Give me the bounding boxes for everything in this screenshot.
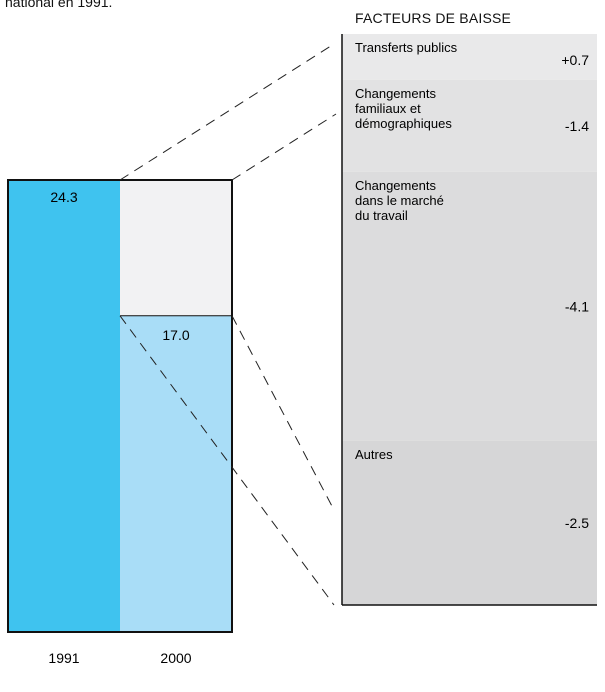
breakdown-title: FACTEURS DE BAISSE: [355, 10, 512, 26]
bar-value-1991: 24.3: [50, 189, 77, 205]
breakdown-label-3-line-1: Changements: [355, 178, 436, 193]
breakdown-value-2: -1.4: [565, 118, 589, 134]
breakdown-label-3-line-3: du travail: [355, 208, 408, 223]
breakdown-label-2-line-1: Changements: [355, 86, 436, 101]
x-tick-label-2000: 2000: [160, 650, 191, 666]
breakdown-segment-4: [342, 440, 597, 605]
breakdown-segment-2: [342, 79, 597, 172]
bar-2000: [120, 315, 232, 632]
breakdown-segment-3: [342, 171, 597, 441]
x-tick-label-1991: 1991: [48, 650, 79, 666]
breakdown-label-2-line-2: familiaux et: [355, 101, 421, 116]
breakdown-label-4-line-1: Autres: [355, 447, 393, 462]
breakdown-label-2-line-3: démographiques: [355, 116, 452, 131]
bar-gap-area: [120, 180, 232, 316]
breakdown-value-1: +0.7: [561, 52, 589, 68]
breakdown-segment-1: [342, 34, 597, 80]
bar-value-2000: 17.0: [162, 327, 189, 343]
connector-bottom-2: [231, 315, 335, 511]
connector-top-1: [119, 43, 335, 181]
breakdown-value-4: -2.5: [565, 515, 589, 531]
connector-bottom-1: [119, 315, 335, 606]
connector-top-2: [231, 113, 337, 181]
bar-1991: [8, 180, 120, 632]
breakdown-value-3: -4.1: [565, 298, 589, 314]
figure-caption: national en 1991.: [5, 0, 113, 10]
breakdown-label-3-line-2: dans le marché: [355, 193, 444, 208]
breakdown-label-1-line-1: Transferts publics: [355, 40, 458, 55]
